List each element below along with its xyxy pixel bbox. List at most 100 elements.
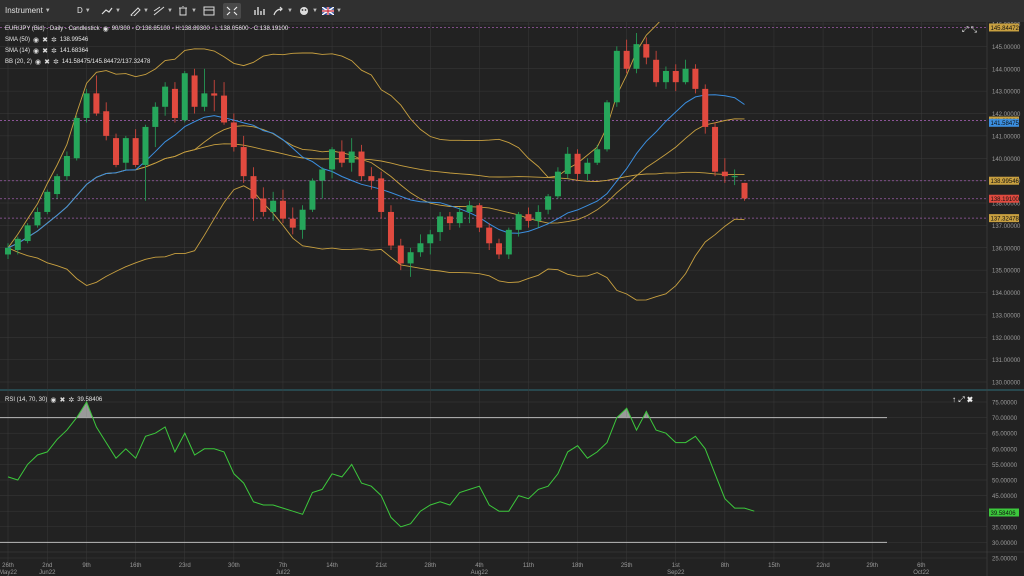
instrument-dropdown[interactable]: Instrument ▼	[2, 3, 54, 19]
price-label-text: 141.58475	[991, 121, 1020, 127]
bollinger-upper-line	[7, 22, 660, 249]
date-tick-label: 22nd	[816, 563, 829, 569]
candle-body	[142, 126, 149, 165]
rsi-value-label-box	[989, 508, 1019, 517]
date-tick-label: 4th	[475, 563, 483, 569]
close-icon[interactable]: ✖	[966, 395, 973, 404]
rsi-value: 39.58406	[77, 397, 103, 403]
candle-body	[191, 75, 198, 107]
chevron-down-icon: ▼	[336, 8, 342, 14]
eye-icon[interactable]: ◉	[35, 59, 42, 66]
indicators-button[interactable]	[250, 3, 268, 19]
candle-body	[270, 200, 277, 212]
rsi-tick-label: 25.00000	[992, 557, 1018, 563]
theme-dropdown[interactable]: ▼	[295, 3, 321, 19]
candle-body	[378, 178, 385, 212]
crosshair-button[interactable]	[223, 3, 241, 19]
language-dropdown[interactable]: ▼	[319, 3, 345, 19]
chevron-down-icon: ▼	[44, 8, 51, 14]
candle-body	[613, 50, 620, 103]
close-icon[interactable]: ✖	[59, 397, 66, 404]
rsi-legend: RSI (14, 70, 30) ◉ ✖ ✲ 39.58406	[5, 396, 102, 404]
date-tick-label: 9th	[82, 563, 90, 569]
chart-type-icon	[101, 7, 113, 15]
candle-body	[584, 162, 591, 174]
gear-icon[interactable]: ✲	[51, 48, 57, 55]
candle-body	[604, 102, 611, 150]
palette-icon	[300, 7, 308, 15]
candle-body	[702, 88, 709, 127]
layout-button[interactable]	[200, 3, 218, 19]
move-up-icon[interactable]: ↑	[952, 395, 956, 404]
indicator-value: 138.99546	[59, 37, 89, 43]
close-icon[interactable]: ✖	[44, 59, 50, 66]
gear-icon[interactable]: ✲	[68, 397, 75, 404]
rsi-tick-label: 70.00000	[992, 416, 1018, 422]
maximize-icon[interactable]: ⤡	[970, 25, 978, 34]
date-tick-label: 8th	[721, 563, 729, 569]
candle-body	[515, 214, 522, 230]
gear-icon[interactable]: ✲	[51, 37, 57, 44]
price-label-text: 138.99546	[991, 179, 1020, 185]
candle-body	[643, 44, 650, 58]
bollinger-lower-line	[7, 185, 745, 301]
candle-body	[54, 176, 61, 195]
candle-body	[476, 205, 483, 228]
price-label-box	[989, 176, 1019, 185]
chart-area[interactable]: 146.00000145.00000144.00000143.00000142.…	[0, 22, 1024, 576]
date-tick-label: 15th	[768, 563, 780, 569]
candle-body	[63, 156, 70, 177]
candle-body	[505, 229, 512, 255]
close-icon[interactable]: ✖	[42, 37, 48, 44]
candle-body	[564, 153, 571, 174]
drawing-tools-dropdown[interactable]: ▼	[126, 3, 152, 19]
candle-body	[672, 70, 679, 83]
instrument-label: Instrument	[5, 6, 43, 15]
eye-icon[interactable]: ◉	[33, 48, 40, 55]
candle-body	[653, 59, 660, 83]
month-tick-label: Jun22	[39, 570, 56, 576]
resize-icon[interactable]: ⤢	[958, 395, 965, 404]
candle-body	[368, 176, 375, 181]
month-tick-label: Oct22	[913, 570, 930, 576]
eye-icon[interactable]: ◉	[50, 397, 57, 404]
candle-body	[103, 111, 110, 136]
delete-dropdown[interactable]: ▼	[174, 3, 200, 19]
close-icon[interactable]: ✖	[42, 48, 48, 55]
bar-chart-icon	[254, 7, 265, 15]
chevron-down-icon: ▼	[312, 8, 318, 14]
candle-body	[594, 149, 601, 163]
candle-body	[623, 50, 630, 69]
date-tick-label: 26th	[2, 563, 14, 569]
candle-body	[525, 214, 532, 221]
rsi-tick-label: 30.00000	[992, 541, 1018, 547]
expand-icon	[226, 6, 238, 16]
eye-icon[interactable]: ◉	[102, 26, 109, 33]
price-tick-label: 133.00000	[992, 313, 1021, 319]
indicator-value: 141.68364	[59, 48, 89, 54]
candle-body	[162, 86, 169, 107]
candle-body	[338, 151, 345, 163]
eye-icon[interactable]: ◉	[33, 37, 40, 44]
lines-dropdown[interactable]: ▼	[150, 3, 176, 19]
candle-body	[417, 243, 424, 253]
candle-body	[662, 70, 669, 83]
chevron-down-icon: ▼	[167, 8, 173, 14]
chevron-down-icon: ▼	[191, 8, 197, 14]
candle-body	[299, 209, 306, 230]
gear-icon[interactable]: ✲	[53, 59, 59, 66]
share-dropdown[interactable]: ▼	[270, 3, 296, 19]
rsi-tick-label: 60.00000	[992, 447, 1018, 453]
indicator-bb-legend: BB (20, 2) ◉ ✖ ✲ 141.58475/145.84472/137…	[5, 58, 150, 66]
candle-body	[358, 151, 365, 177]
price-tick-label: 135.00000	[992, 269, 1021, 275]
expand-icon[interactable]: ⤢	[962, 25, 969, 34]
price-tick-label: 137.00000	[992, 224, 1021, 230]
chart-type-dropdown[interactable]: ▼	[98, 3, 124, 19]
timeframe-dropdown[interactable]: D ▼	[74, 3, 94, 19]
date-tick-label: 18th	[572, 563, 584, 569]
date-tick-label: 30th	[228, 563, 240, 569]
candle-body	[456, 211, 463, 224]
candle-body	[535, 211, 542, 221]
date-tick-label: 25th	[621, 563, 633, 569]
